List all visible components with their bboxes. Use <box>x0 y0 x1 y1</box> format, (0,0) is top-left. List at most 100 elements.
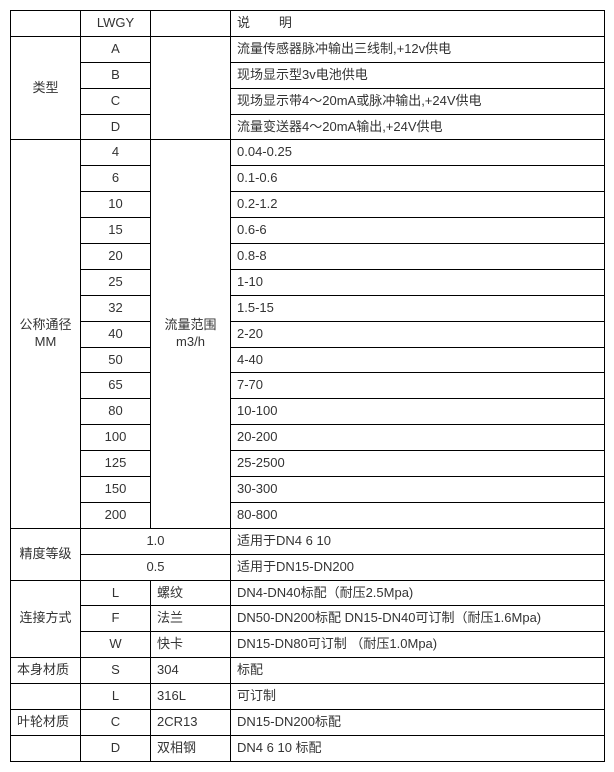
dn-value: 20 <box>81 244 151 270</box>
accuracy-value: 1.0 <box>81 528 231 554</box>
dn-value: 65 <box>81 373 151 399</box>
type-desc: 现场显示型3v电池供电 <box>231 62 605 88</box>
dn-range: 0.6-6 <box>231 218 605 244</box>
type-row: 类型 A 流量传感器脉冲输出三线制,+12v供电 <box>11 36 605 62</box>
dn-value: 100 <box>81 425 151 451</box>
accuracy-row: 精度等级 1.0 适用于DN4 6 10 <box>11 528 605 554</box>
dn-range: 0.04-0.25 <box>231 140 605 166</box>
body-mat-row: 本身材质 S 304 标配 <box>11 658 605 684</box>
dn-range: 0.8-8 <box>231 244 605 270</box>
type-code: D <box>81 114 151 140</box>
conn-label: 连接方式 <box>11 580 81 658</box>
dn-row: 公称通径MM 4 流量范围m3/h 0.04-0.25 <box>11 140 605 166</box>
type-row: B 现场显示型3v电池供电 <box>11 62 605 88</box>
accuracy-row: 0.5 适用于DN15-DN200 <box>11 554 605 580</box>
type-label: 类型 <box>11 36 81 140</box>
dn-range: 1.5-15 <box>231 295 605 321</box>
imp-mat-label: 叶轮材质 <box>11 710 81 736</box>
dn-value: 125 <box>81 451 151 477</box>
dn-range: 80-800 <box>231 502 605 528</box>
type-desc: 流量变送器4～20mA输出,+24V供电 <box>231 114 605 140</box>
dn-range: 25-2500 <box>231 451 605 477</box>
imp-mat-desc: DN15-DN200标配 <box>231 710 605 736</box>
dn-row: 32 1.5-15 <box>11 295 605 321</box>
dn-value: 50 <box>81 347 151 373</box>
imp-mat-row: D 双相钢 DN4 6 10 标配 <box>11 735 605 761</box>
type-row: D 流量变送器4～20mA输出,+24V供电 <box>11 114 605 140</box>
conn-row: W 快卡 DN15-DN80可订制 （耐压1.0Mpa) <box>11 632 605 658</box>
conn-code: F <box>81 606 151 632</box>
body-mat-name: 316L <box>151 684 231 710</box>
imp-mat-name: 双相钢 <box>151 735 231 761</box>
dn-row: 10 0.2-1.2 <box>11 192 605 218</box>
body-mat-name: 304 <box>151 658 231 684</box>
dn-value: 80 <box>81 399 151 425</box>
dn-range: 10-100 <box>231 399 605 425</box>
type-desc: 现场显示带4～20mA或脉冲输出,+24V供电 <box>231 88 605 114</box>
accuracy-desc: 适用于DN4 6 10 <box>231 528 605 554</box>
imp-mat-desc: DN4 6 10 标配 <box>231 735 605 761</box>
blank-cell <box>11 735 81 761</box>
dn-range: 2-20 <box>231 321 605 347</box>
body-mat-row: L 316L 可订制 <box>11 684 605 710</box>
imp-mat-code: C <box>81 710 151 736</box>
type-code: C <box>81 88 151 114</box>
blank-cell <box>11 684 81 710</box>
dn-row: 402-20 <box>11 321 605 347</box>
dn-row: 10020-200 <box>11 425 605 451</box>
conn-desc: DN4-DN40标配（耐压2.5Mpa) <box>231 580 605 606</box>
desc-header: 说 明 <box>231 11 605 37</box>
dn-value: 6 <box>81 166 151 192</box>
dn-range: 0.1-0.6 <box>231 166 605 192</box>
type-code: B <box>81 62 151 88</box>
imp-mat-row: 叶轮材质 C 2CR13 DN15-DN200标配 <box>11 710 605 736</box>
dn-row: 50 4-40 <box>11 347 605 373</box>
dn-row: 150 30-300 <box>11 477 605 503</box>
lwgy-cell: LWGY <box>81 11 151 37</box>
dn-row: 125 25-2500 <box>11 451 605 477</box>
accuracy-value: 0.5 <box>81 554 231 580</box>
dn-row: 20 0.8-8 <box>11 244 605 270</box>
conn-name: 法兰 <box>151 606 231 632</box>
body-mat-code: L <box>81 684 151 710</box>
conn-row: F 法兰 DN50-DN200标配 DN15-DN40可订制（耐压1.6Mpa) <box>11 606 605 632</box>
range-label: 流量范围m3/h <box>151 140 231 528</box>
spec-table: LWGY 说 明 类型 A 流量传感器脉冲输出三线制,+12v供电 B 现场显示… <box>10 10 605 762</box>
body-mat-code: S <box>81 658 151 684</box>
dn-row: 65 7-70 <box>11 373 605 399</box>
dn-row: 25 1-10 <box>11 269 605 295</box>
dn-row: 20080-800 <box>11 502 605 528</box>
dn-row: 150.6-6 <box>11 218 605 244</box>
dn-value: 25 <box>81 269 151 295</box>
type-desc: 流量传感器脉冲输出三线制,+12v供电 <box>231 36 605 62</box>
accuracy-label: 精度等级 <box>11 528 81 580</box>
conn-code: W <box>81 632 151 658</box>
conn-name: 螺纹 <box>151 580 231 606</box>
conn-name: 快卡 <box>151 632 231 658</box>
dn-value: 10 <box>81 192 151 218</box>
body-mat-label: 本身材质 <box>11 658 81 684</box>
body-mat-desc: 标配 <box>231 658 605 684</box>
accuracy-desc: 适用于DN15-DN200 <box>231 554 605 580</box>
conn-desc: DN15-DN80可订制 （耐压1.0Mpa) <box>231 632 605 658</box>
blank-cell <box>151 36 231 140</box>
blank-cell <box>11 11 81 37</box>
imp-mat-name: 2CR13 <box>151 710 231 736</box>
body-mat-desc: 可订制 <box>231 684 605 710</box>
dn-range: 7-70 <box>231 373 605 399</box>
dn-range: 1-10 <box>231 269 605 295</box>
blank-cell <box>151 11 231 37</box>
imp-mat-code: D <box>81 735 151 761</box>
conn-code: L <box>81 580 151 606</box>
dn-row: 6 0.1-0.6 <box>11 166 605 192</box>
dn-value: 32 <box>81 295 151 321</box>
type-row: C 现场显示带4～20mA或脉冲输出,+24V供电 <box>11 88 605 114</box>
dn-value: 4 <box>81 140 151 166</box>
dn-row: 80 10-100 <box>11 399 605 425</box>
dn-range: 0.2-1.2 <box>231 192 605 218</box>
dn-range: 30-300 <box>231 477 605 503</box>
conn-row: 连接方式 L 螺纹 DN4-DN40标配（耐压2.5Mpa) <box>11 580 605 606</box>
dn-range: 4-40 <box>231 347 605 373</box>
dn-value: 150 <box>81 477 151 503</box>
header-row: LWGY 说 明 <box>11 11 605 37</box>
